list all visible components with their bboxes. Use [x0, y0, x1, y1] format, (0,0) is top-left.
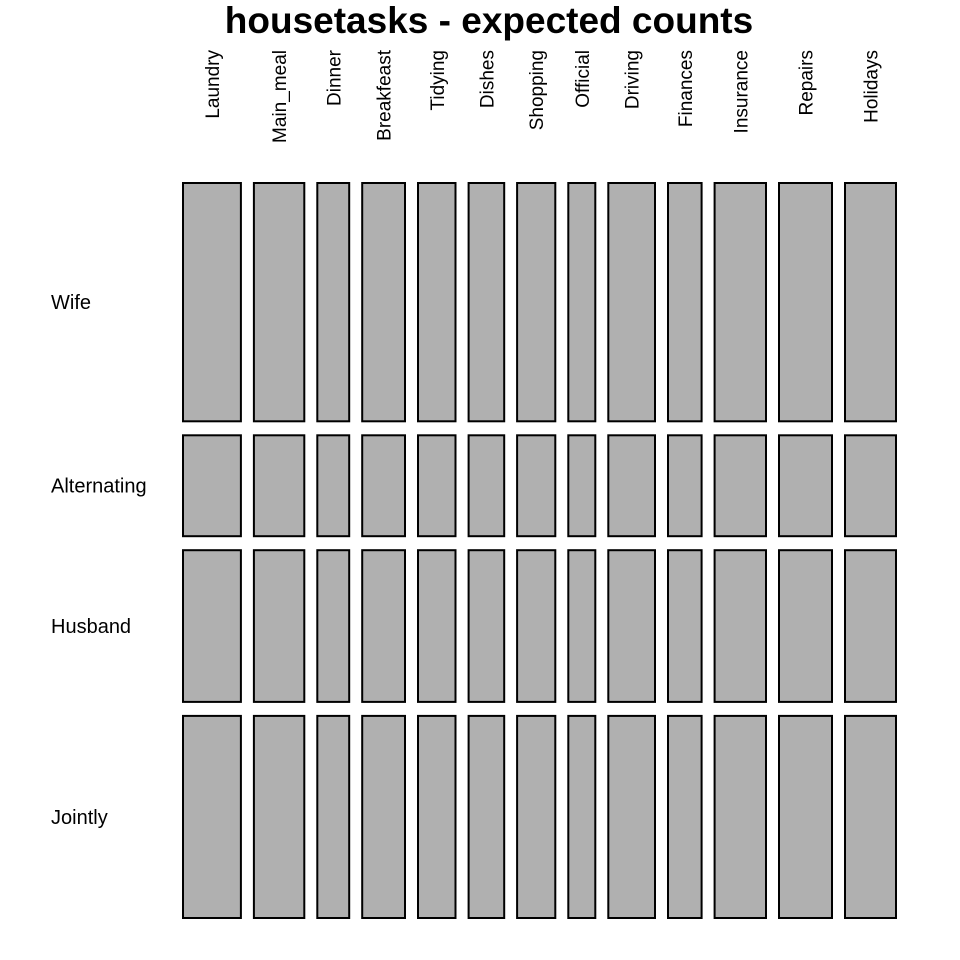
cell-husband-laundry	[182, 549, 242, 703]
cell-jointly-breakfeast	[361, 714, 407, 920]
column-label-holidays: Holidays	[862, 50, 883, 123]
row-label-alternating: Alternating	[51, 476, 147, 498]
cell-alternating-shopping	[516, 434, 557, 538]
chart-title: housetasks - expected counts	[225, 0, 753, 41]
cell-wife-repairs	[778, 182, 833, 423]
cell-husband-driving	[607, 549, 656, 703]
cell-alternating-repairs	[778, 434, 833, 538]
column-labels: Laundry Main_meal Dinner Breakfeast Tidying D…	[203, 49, 883, 143]
column-label-laundry: Laundry	[203, 50, 224, 119]
column-label-finances: Finances	[676, 50, 697, 127]
column-label-insurance: Insurance	[731, 50, 752, 133]
row-label-wife: Wife	[51, 292, 91, 314]
cell-alternating-breakfeast	[361, 434, 407, 538]
cell-wife-tidying	[417, 182, 457, 423]
mosaic-cells	[182, 182, 897, 920]
cell-jointly-main_meal	[252, 714, 306, 920]
cell-wife-main_meal	[252, 182, 306, 423]
cell-alternating-dishes	[467, 434, 506, 538]
cell-wife-breakfeast	[361, 182, 407, 423]
cell-wife-dinner	[316, 182, 351, 423]
cell-wife-finances	[667, 182, 703, 423]
cell-wife-shopping	[516, 182, 557, 423]
cell-alternating-laundry	[182, 434, 242, 538]
cell-jointly-tidying	[417, 714, 457, 920]
column-label-breakfeast: Breakfeast	[375, 49, 396, 141]
cell-jointly-insurance	[713, 714, 767, 920]
cell-husband-breakfeast	[361, 549, 407, 703]
cell-wife-driving	[607, 182, 656, 423]
cell-alternating-main_meal	[252, 434, 306, 538]
cell-jointly-finances	[667, 714, 703, 920]
cell-wife-holidays	[844, 182, 897, 423]
cell-husband-dinner	[316, 549, 351, 703]
cell-alternating-finances	[667, 434, 703, 538]
cell-husband-finances	[667, 549, 703, 703]
column-label-dinner: Dinner	[324, 49, 345, 106]
cell-alternating-insurance	[713, 434, 767, 538]
cell-husband-insurance	[713, 549, 767, 703]
cell-husband-main_meal	[252, 549, 306, 703]
row-label-jointly: Jointly	[51, 807, 108, 829]
cell-wife-official	[567, 182, 597, 423]
cell-alternating-dinner	[316, 434, 351, 538]
cell-wife-insurance	[713, 182, 767, 423]
cell-husband-dishes	[467, 549, 506, 703]
cell-jointly-shopping	[516, 714, 557, 920]
cell-wife-laundry	[182, 182, 242, 423]
cell-alternating-tidying	[417, 434, 457, 538]
cell-husband-tidying	[417, 549, 457, 703]
column-label-repairs: Repairs	[797, 50, 818, 115]
cell-husband-official	[567, 549, 597, 703]
cell-jointly-holidays	[844, 714, 897, 920]
cell-jointly-laundry	[182, 714, 242, 920]
cell-husband-shopping	[516, 549, 557, 703]
column-label-dishes: Dishes	[477, 50, 498, 108]
cell-alternating-official	[567, 434, 597, 538]
column-label-official: Official	[573, 50, 594, 108]
cell-alternating-driving	[607, 434, 656, 538]
row-label-husband: Husband	[51, 616, 131, 638]
column-label-tidying: Tidying	[428, 50, 449, 111]
cell-jointly-dinner	[316, 714, 351, 920]
cell-jointly-official	[567, 714, 597, 920]
column-label-shopping: Shopping	[527, 50, 548, 130]
row-labels: Wife Alternating Husband Jointly	[51, 292, 147, 829]
cell-wife-dishes	[467, 182, 506, 423]
column-label-driving: Driving	[623, 50, 644, 109]
column-label-main_meal: Main_meal	[270, 50, 291, 143]
cell-husband-repairs	[778, 549, 833, 703]
cell-jointly-dishes	[467, 714, 506, 920]
cell-jointly-driving	[607, 714, 656, 920]
cell-husband-holidays	[844, 549, 897, 703]
cell-jointly-repairs	[778, 714, 833, 920]
cell-alternating-holidays	[844, 434, 897, 538]
